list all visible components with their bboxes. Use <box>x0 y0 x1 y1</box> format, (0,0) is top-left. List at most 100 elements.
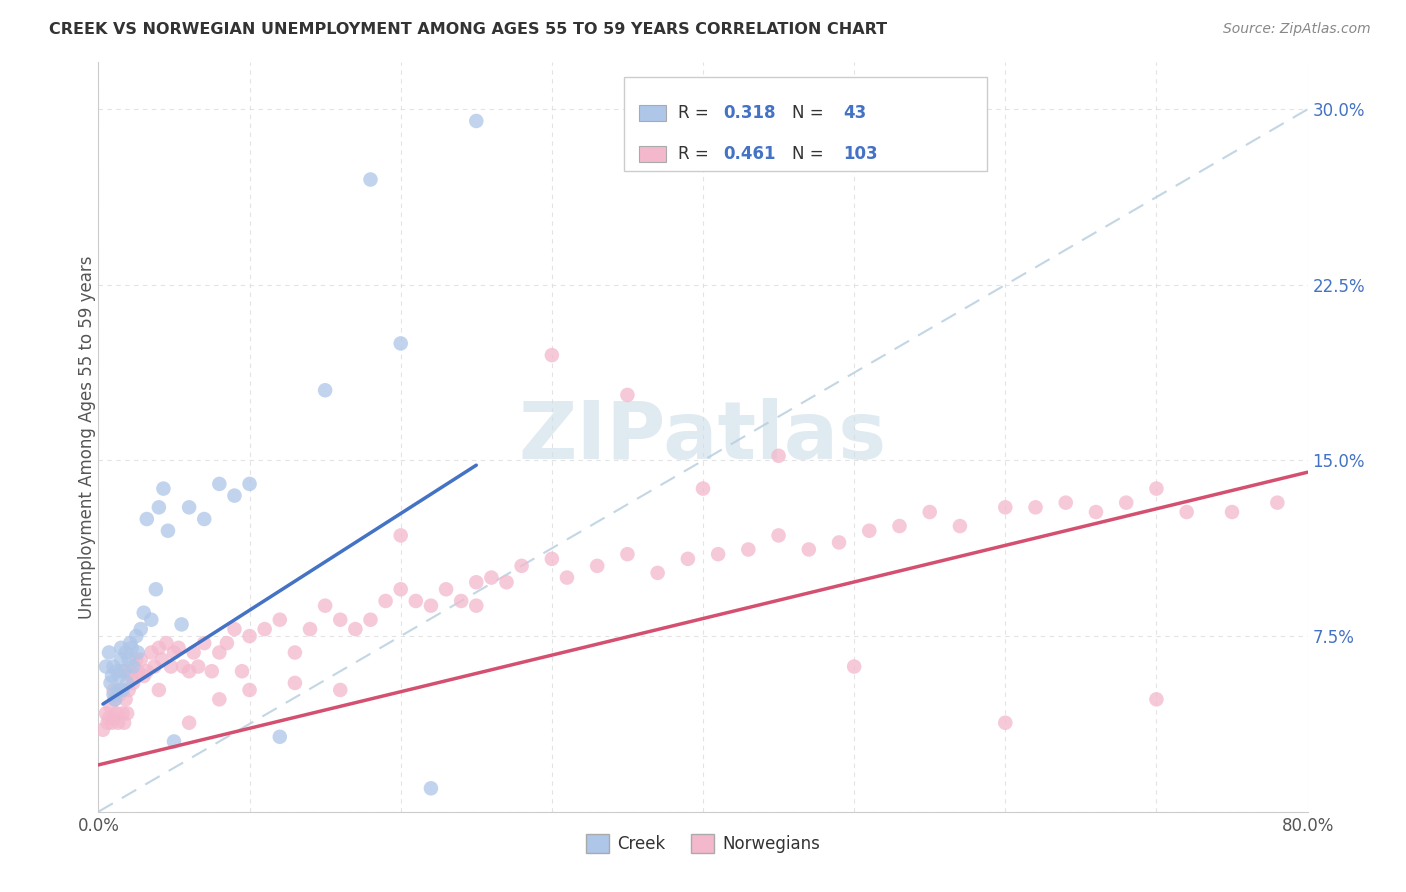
Point <box>239 476 262 491</box>
Point <box>148 640 170 655</box>
Point <box>586 558 609 573</box>
Point <box>118 652 141 666</box>
Point <box>828 535 851 549</box>
Y-axis label: Unemployment Among Ages 55 to 59 years: Unemployment Among Ages 55 to 59 years <box>79 255 96 619</box>
Point <box>105 706 128 721</box>
Point <box>125 629 148 643</box>
Point <box>110 664 132 679</box>
Point <box>1144 692 1167 706</box>
Point <box>193 636 215 650</box>
Point <box>101 669 124 683</box>
Point <box>208 692 231 706</box>
Point <box>143 659 166 673</box>
Point <box>105 664 128 679</box>
Point <box>450 594 472 608</box>
Point <box>707 547 730 561</box>
Point <box>1054 495 1077 509</box>
Text: 43: 43 <box>844 104 866 122</box>
Point <box>141 646 163 660</box>
Point <box>118 683 141 698</box>
Point <box>135 512 157 526</box>
Point <box>647 566 669 580</box>
Point <box>555 571 578 585</box>
Point <box>107 715 129 730</box>
Point <box>160 659 183 673</box>
Text: 103: 103 <box>844 145 877 163</box>
Text: 0.318: 0.318 <box>724 104 776 122</box>
Point <box>994 500 1017 515</box>
Point <box>91 723 114 737</box>
Point <box>389 336 412 351</box>
Point <box>389 582 412 597</box>
Point <box>329 613 352 627</box>
Point <box>98 646 121 660</box>
Point <box>420 599 443 613</box>
Point <box>224 622 246 636</box>
Point <box>344 622 367 636</box>
Point <box>405 594 427 608</box>
Point <box>163 734 186 748</box>
Point <box>231 664 253 679</box>
Point <box>100 676 122 690</box>
Point <box>122 676 145 690</box>
Point <box>110 640 132 655</box>
Point <box>616 547 638 561</box>
Point <box>135 664 157 679</box>
Point <box>481 571 503 585</box>
Point <box>314 384 336 398</box>
Point <box>172 659 194 673</box>
Point <box>114 646 136 660</box>
Point <box>844 659 866 673</box>
Bar <box>638 146 665 162</box>
Point <box>115 676 138 690</box>
Point <box>269 613 291 627</box>
Point <box>858 524 880 538</box>
Point <box>110 683 132 698</box>
Point <box>148 683 170 698</box>
Point <box>120 664 142 679</box>
Point <box>167 640 190 655</box>
Point <box>129 652 152 666</box>
Point <box>1267 495 1289 509</box>
Point <box>949 519 972 533</box>
Point <box>253 622 276 636</box>
Point <box>152 482 174 496</box>
Point <box>510 558 533 573</box>
FancyBboxPatch shape <box>624 78 987 171</box>
Point <box>314 599 336 613</box>
Point <box>145 582 167 597</box>
Point <box>465 575 488 590</box>
Point <box>179 664 201 679</box>
Point <box>360 172 382 186</box>
Text: R =: R = <box>678 145 714 163</box>
Point <box>111 706 134 721</box>
Point <box>299 622 322 636</box>
Point <box>284 646 307 660</box>
Point <box>111 683 134 698</box>
Point <box>208 646 231 660</box>
Point <box>389 528 412 542</box>
Point <box>215 636 238 650</box>
Point <box>616 388 638 402</box>
Point <box>465 114 488 128</box>
Point <box>103 659 125 673</box>
Point <box>239 629 262 643</box>
Point <box>110 652 132 666</box>
Point <box>132 606 155 620</box>
Point <box>1175 505 1198 519</box>
Point <box>465 599 488 613</box>
Point <box>108 688 131 702</box>
Point <box>540 348 562 362</box>
Point <box>122 659 145 673</box>
Point <box>179 500 201 515</box>
Point <box>187 659 209 673</box>
Text: Source: ZipAtlas.com: Source: ZipAtlas.com <box>1223 22 1371 37</box>
Point <box>121 669 143 683</box>
Point <box>1144 482 1167 496</box>
Point <box>120 636 142 650</box>
Point <box>127 664 149 679</box>
Point <box>103 688 125 702</box>
Point <box>1115 495 1137 509</box>
Text: N =: N = <box>793 145 830 163</box>
Point <box>768 528 790 542</box>
